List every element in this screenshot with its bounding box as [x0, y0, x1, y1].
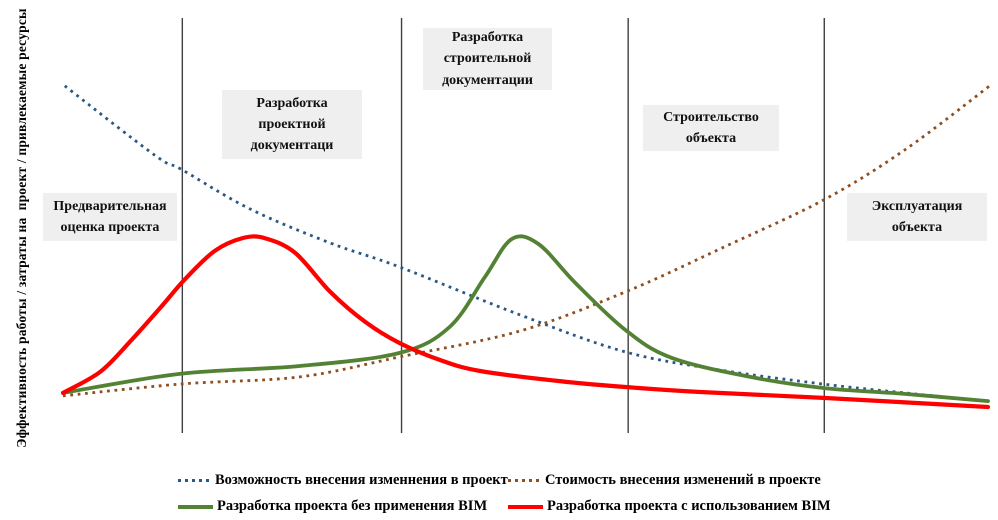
phase-label-preliminary-project-assessment: Предварительная оценка проекта — [43, 193, 177, 241]
legend: Возможность внесения изменнения в проект… — [178, 471, 831, 516]
legend-label: Возможность внесения изменнения в проект — [215, 472, 508, 488]
phase-label-object-operation: Эксплуатация объекта — [847, 193, 987, 241]
phase-divider-lines — [181, 18, 825, 433]
red-solid-line-swatch-icon — [508, 504, 543, 509]
phase-label-text: Строительство объекта — [663, 109, 759, 146]
legend-item-cost-of-changes: Стоимость внесения изменений в проекте — [508, 471, 831, 490]
phase-label-text: Эксплуатация объекта — [871, 198, 963, 235]
phase-label-text: Разработка строительной документации — [442, 30, 533, 88]
legend-item-with-bim: Разработка проекта с использованием BIM — [508, 497, 831, 516]
green-solid-line-swatch-icon — [178, 504, 213, 509]
chart-series — [60, 83, 992, 410]
series-line-cost-of-changes — [62, 83, 992, 398]
blue-dotted-line-swatch-icon — [178, 479, 211, 482]
phase-label-design-documentation: Разработка проектной документаци — [222, 90, 362, 159]
phase-label-object-construction: Строительство объекта — [643, 105, 779, 151]
legend-item-without-bim: Разработка проекта без применения BIM — [178, 497, 508, 516]
legend-label: Разработка проекта без применения BIM — [217, 498, 488, 514]
phase-label-text: Разработка проектной документаци — [250, 95, 334, 154]
legend-label: Стоимость внесения изменений в проекте — [545, 472, 821, 488]
series-line-possibility-of-changes — [63, 84, 978, 402]
legend-item-possibility-of-changes: Возможность внесения изменнения в проект — [178, 471, 508, 490]
phase-label-text: Предварительная оценка проекта — [53, 198, 167, 235]
series-line-with-bim — [60, 234, 991, 410]
series-line-without-bim — [61, 234, 990, 403]
legend-label: Разработка проекта с использованием BIM — [547, 498, 831, 514]
phase-label-construction-documentation: Разработка строительной документации — [423, 28, 552, 90]
brown-dotted-line-swatch-icon — [508, 479, 541, 482]
